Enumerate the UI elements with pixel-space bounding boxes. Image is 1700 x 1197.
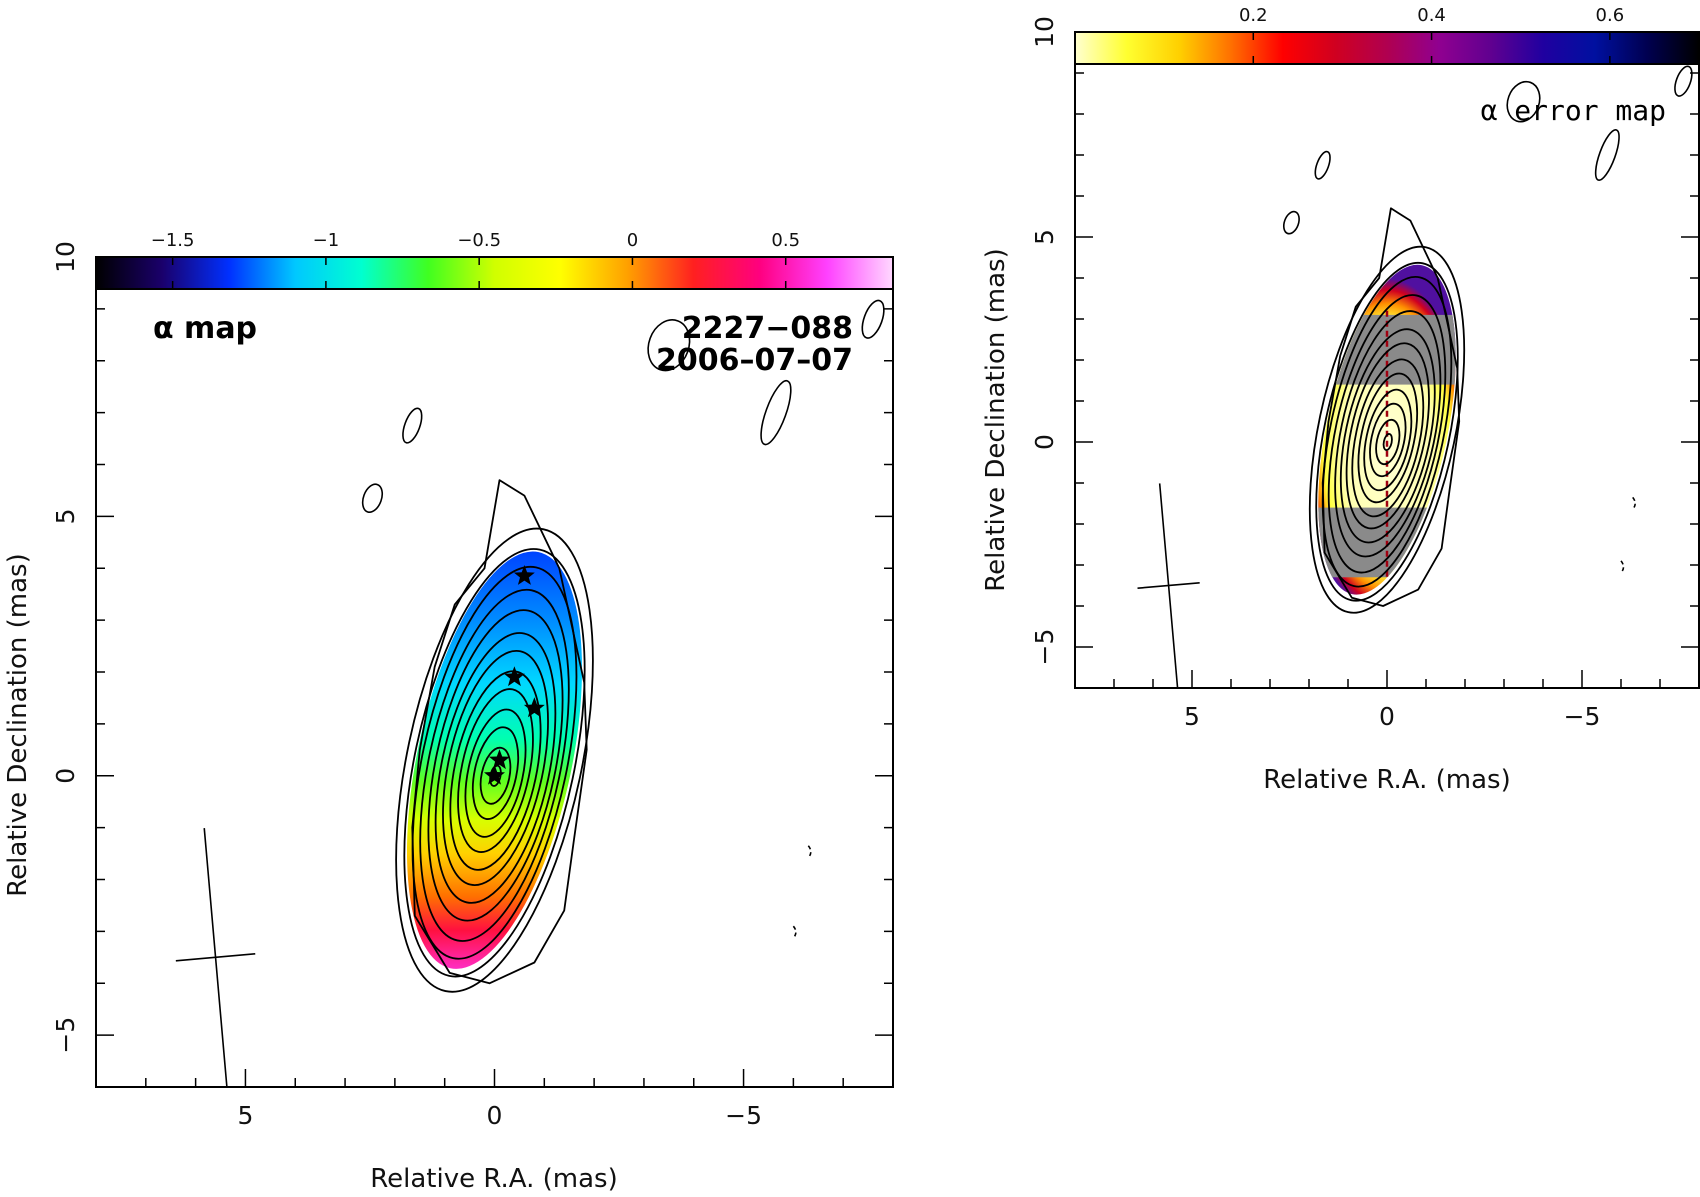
beam-minor-axis [1137, 581, 1200, 590]
isolated-contour [1282, 210, 1300, 235]
contour-line [427, 609, 564, 922]
contour-line [395, 527, 594, 993]
contour-line [464, 708, 527, 838]
component-star-marker [513, 565, 535, 585]
contour-line [1345, 342, 1430, 530]
colorbar-tick-label: −1 [313, 230, 340, 251]
y-tick-label: 10 [51, 241, 80, 273]
x-tick-label: −5 [1564, 702, 1601, 731]
x-tick-label: 5 [1184, 702, 1200, 731]
contour-line [1339, 328, 1436, 544]
alpha-map-ticks: 5 0 −5 −5 0 5 10 [51, 241, 894, 1130]
contour-line [442, 649, 549, 886]
contour-line [457, 688, 534, 853]
component-star-marker [484, 764, 505, 785]
isolated-contour [402, 407, 423, 444]
contour-line [1363, 388, 1413, 492]
colorbar-gradient [96, 257, 893, 289]
contour-line [434, 632, 557, 904]
alpha-map-xlabel: Relative R.A. (mas) [370, 1164, 617, 1194]
y-tick-label: 5 [51, 508, 80, 524]
negative-contour [807, 845, 812, 859]
negative-contour [1620, 560, 1625, 574]
colorbar-tick-label: 0.5 [771, 230, 800, 251]
negative-contour [1632, 496, 1636, 510]
outer-contour [1321, 207, 1461, 607]
alpha-error-map-ticks: 5 0 −5 −5 0 5 10 [1030, 16, 1700, 731]
y-tick-label: 0 [1030, 434, 1059, 450]
y-tick-label: 5 [1030, 229, 1059, 245]
alpha-map-panel: −1.5 −1 −0.5 0 0.5 5 0 −5 −5 0 5 10 α map 2227−088… [3, 230, 894, 1194]
outer-contour [411, 479, 588, 985]
colorbar-tick-label: 0 [627, 230, 638, 251]
alpha-error-map-contours [1137, 65, 1693, 688]
contour-line [411, 565, 578, 960]
contour-line [1334, 310, 1442, 558]
isolated-contour [1674, 65, 1693, 97]
y-tick-label: −5 [51, 1017, 80, 1054]
isolated-contour [861, 299, 885, 339]
contour-line [1375, 418, 1401, 466]
alpha-error-map-panel: 0.2 0.4 0.6 5 0 −5 −5 0 5 10 α error map Relativ… [981, 5, 1700, 795]
x-tick-label: 0 [487, 1101, 503, 1130]
component-star-marker [523, 697, 545, 718]
contour-line [1382, 433, 1393, 451]
alpha-map-ylabel: Relative Declination (mas) [3, 553, 33, 896]
component-star-marker [489, 749, 510, 770]
colorbar-tick-label: 0.4 [1417, 5, 1446, 26]
y-tick-label: 0 [51, 768, 80, 784]
colorbar-gradient [1075, 32, 1699, 64]
alpha-error-map-xlabel: Relative R.A. (mas) [1263, 765, 1510, 795]
contour-line [479, 746, 512, 805]
contour-line [449, 670, 542, 871]
contour-line [1369, 402, 1407, 478]
contour-line [419, 588, 570, 942]
alpha-error-map-ylabel: Relative Declination (mas) [981, 248, 1011, 591]
contour-line [1315, 261, 1459, 602]
x-tick-label: 5 [237, 1101, 253, 1130]
alpha-colorbar: −1.5 −1 −0.5 0 0.5 [96, 230, 893, 289]
y-tick-label: −5 [1030, 629, 1059, 666]
colorbar-tick-label: −1.5 [151, 230, 195, 251]
alpha-error-map-label: α error map [1481, 94, 1666, 127]
isolated-contour [1594, 129, 1620, 181]
contour-line [1327, 294, 1447, 574]
epoch-label: 2006–07–07 [656, 343, 853, 378]
colorbar-tick-label: 0.6 [1596, 5, 1625, 26]
beam-minor-axis [175, 953, 256, 962]
alpha-map-markers [484, 565, 545, 785]
alpha-map-label: α map [153, 311, 257, 346]
contour-line [471, 726, 520, 820]
isolated-contour [1314, 150, 1331, 180]
contour-line [1351, 358, 1425, 518]
isolated-contour [760, 379, 792, 446]
negative-contour [792, 925, 797, 939]
x-tick-label: 0 [1379, 702, 1395, 731]
component-star-marker [504, 666, 525, 687]
contour-line [1357, 372, 1418, 504]
isolated-contour [1506, 80, 1541, 123]
alpha-error-colorbar: 0.2 0.4 0.6 [1075, 5, 1699, 64]
source-name-label: 2227−088 [682, 311, 853, 346]
contour-line [403, 548, 586, 978]
contour-line [1321, 276, 1453, 588]
contour-line [1308, 245, 1466, 614]
colorbar-tick-label: −0.5 [457, 230, 501, 251]
x-tick-label: −5 [725, 1101, 762, 1130]
alpha-map-contours [175, 299, 885, 1087]
isolated-contour [647, 319, 691, 372]
colorbar-tick-label: 0.2 [1239, 5, 1268, 26]
y-tick-label: 10 [1030, 16, 1059, 48]
isolated-contour [361, 483, 384, 514]
